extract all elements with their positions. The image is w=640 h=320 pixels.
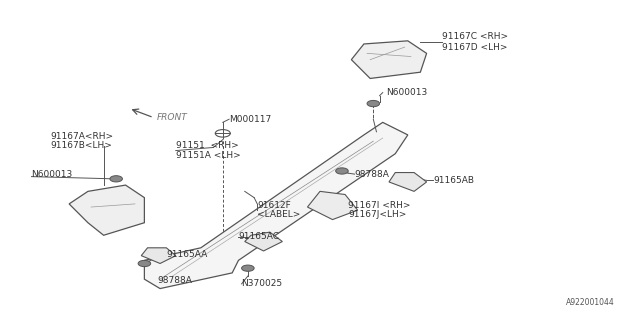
Text: 91167D <LH>: 91167D <LH> [442,43,508,52]
Polygon shape [69,185,145,235]
Text: 91167B<LH>: 91167B<LH> [51,141,112,150]
Text: <LABEL>: <LABEL> [257,210,301,220]
Text: N370025: N370025 [242,279,283,288]
Text: 91165AC: 91165AC [239,232,280,241]
Text: 91165AB: 91165AB [433,176,474,185]
Polygon shape [141,248,176,263]
Circle shape [242,265,254,271]
Text: 91165AA: 91165AA [166,250,207,259]
Text: 91612F: 91612F [257,201,291,210]
Circle shape [336,168,348,174]
Text: 91167I <RH>: 91167I <RH> [348,201,411,210]
Text: M000117: M000117 [229,115,271,124]
Text: 91167C <RH>: 91167C <RH> [442,32,508,41]
Text: A922001044: A922001044 [566,298,615,308]
Polygon shape [145,122,408,289]
Circle shape [367,100,380,107]
Text: 91167J<LH>: 91167J<LH> [348,210,406,220]
Polygon shape [389,172,427,191]
Text: N600013: N600013 [386,88,427,97]
Circle shape [138,260,150,267]
Text: FRONT: FRONT [157,113,188,122]
Polygon shape [307,191,358,220]
Polygon shape [244,232,282,251]
Text: 91167A<RH>: 91167A<RH> [51,132,113,141]
Text: 98788A: 98788A [355,170,389,179]
Text: 91151A <LH>: 91151A <LH> [176,151,241,160]
Circle shape [110,176,122,182]
Text: 98788A: 98788A [157,276,192,285]
Text: 91151  <RH>: 91151 <RH> [176,141,239,150]
Polygon shape [351,41,427,78]
Text: N600013: N600013 [31,170,73,179]
